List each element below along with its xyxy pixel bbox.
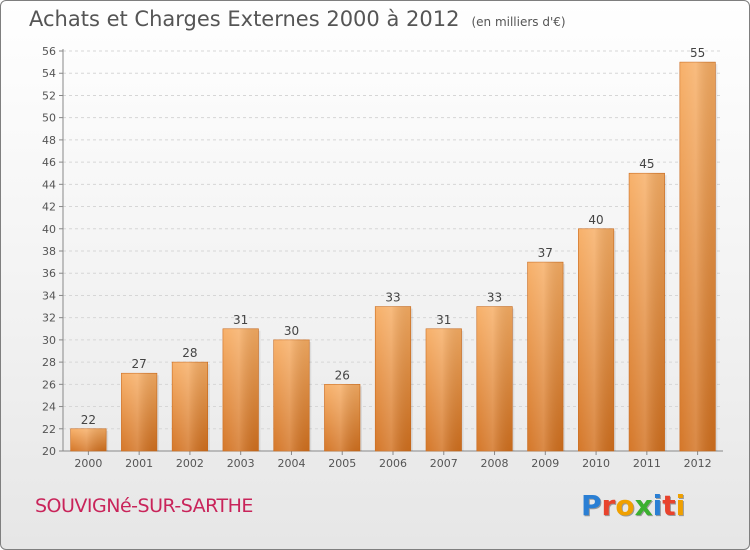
bar-value-label: 27 bbox=[132, 357, 147, 371]
x-tick-label: 2012 bbox=[684, 457, 712, 470]
y-tick-label: 22 bbox=[42, 423, 56, 436]
brand-letter: t bbox=[662, 489, 676, 522]
y-tick-label: 28 bbox=[42, 356, 56, 369]
x-tick-label: 2011 bbox=[633, 457, 661, 470]
y-tick-label: 44 bbox=[42, 178, 56, 191]
bar-value-label: 55 bbox=[690, 46, 705, 60]
title-block: Achats et Charges Externes 2000 à 2012 (e… bbox=[29, 7, 566, 31]
y-tick-label: 42 bbox=[42, 201, 56, 214]
y-tick-label: 26 bbox=[42, 378, 56, 391]
brand-letter: P bbox=[581, 489, 602, 522]
y-tick-label: 50 bbox=[42, 112, 56, 125]
y-tick-label: 54 bbox=[42, 67, 56, 80]
x-tick-label: 2004 bbox=[277, 457, 305, 470]
bar-value-label: 33 bbox=[487, 291, 502, 305]
y-tick-label: 32 bbox=[42, 312, 56, 325]
bar-sheen bbox=[70, 428, 107, 451]
bar-value-label: 28 bbox=[182, 346, 197, 360]
brand-letter: o bbox=[615, 489, 635, 522]
bar-sheen bbox=[629, 173, 665, 451]
x-tick-label: 2008 bbox=[481, 457, 509, 470]
x-tick-label: 2009 bbox=[531, 457, 559, 470]
y-tick-label: 46 bbox=[42, 156, 56, 169]
y-tick-label: 52 bbox=[42, 89, 56, 102]
brand-logo: Proxiti bbox=[581, 489, 685, 522]
chart-title: Achats et Charges Externes 2000 à 2012 bbox=[29, 7, 460, 31]
bar-layer: 22 27 28 31 30 26 33 31 33 37 40 45 55 bbox=[70, 46, 718, 452]
commune-name: SOUVIGNé-SUR-SARTHE bbox=[35, 495, 253, 517]
brand-letter: r bbox=[601, 489, 616, 522]
y-tick-label: 30 bbox=[42, 334, 56, 347]
bar-value-label: 31 bbox=[233, 313, 248, 327]
bar-value-label: 30 bbox=[284, 324, 299, 338]
bar-sheen bbox=[527, 262, 564, 451]
brand-letter: i bbox=[652, 489, 663, 522]
x-tick-label: 2010 bbox=[582, 457, 610, 470]
x-tick-label: 2007 bbox=[430, 457, 458, 470]
y-tick-label: 40 bbox=[42, 223, 56, 236]
bar-sheen bbox=[375, 306, 411, 451]
bar-sheen bbox=[273, 339, 310, 451]
bar-sheen bbox=[172, 362, 208, 451]
x-tick-label: 2002 bbox=[176, 457, 204, 470]
x-tick-label: 2001 bbox=[125, 457, 153, 470]
y-tick-label: 38 bbox=[42, 245, 56, 258]
brand-letter: i bbox=[675, 489, 686, 522]
bar-sheen bbox=[476, 306, 513, 451]
axis-layer: 20 22 24 26 28 30 32 34 36 38 40 42 44 46 48 50 52 54 56 20… bbox=[42, 45, 723, 470]
x-tick-label: 2005 bbox=[328, 457, 356, 470]
x-tick-label: 2006 bbox=[379, 457, 407, 470]
bar-value-label: 40 bbox=[588, 213, 603, 227]
bar-sheen bbox=[324, 384, 360, 451]
chart-subtitle: (en milliers d'€) bbox=[471, 15, 566, 29]
y-tick-label: 56 bbox=[42, 45, 56, 58]
bar-value-label: 33 bbox=[385, 291, 400, 305]
bar-sheen bbox=[222, 328, 259, 451]
bar-value-label: 31 bbox=[436, 313, 451, 327]
bar-sheen bbox=[426, 328, 462, 451]
brand-letter: x bbox=[634, 489, 653, 522]
y-tick-label: 48 bbox=[42, 134, 56, 147]
x-tick-label: 2003 bbox=[227, 457, 255, 470]
bar-value-label: 26 bbox=[335, 368, 350, 382]
y-tick-label: 20 bbox=[42, 445, 56, 458]
bar-value-label: 22 bbox=[81, 413, 96, 427]
y-tick-label: 36 bbox=[42, 267, 56, 280]
y-tick-label: 34 bbox=[42, 289, 56, 302]
bar-sheen bbox=[121, 373, 157, 451]
bar-sheen bbox=[578, 228, 614, 451]
bar-value-label: 37 bbox=[538, 246, 553, 260]
bar-value-label: 45 bbox=[639, 157, 654, 171]
bar-sheen bbox=[679, 62, 716, 451]
y-tick-label: 24 bbox=[42, 401, 56, 414]
x-tick-label: 2000 bbox=[74, 457, 102, 470]
